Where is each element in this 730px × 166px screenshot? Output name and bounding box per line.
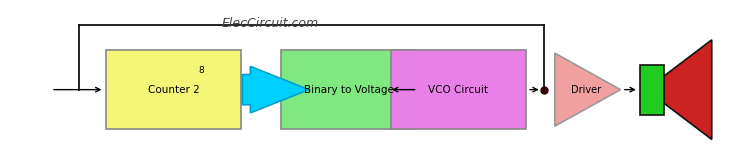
Text: Counter 2: Counter 2 (147, 85, 199, 95)
Polygon shape (664, 40, 712, 139)
Bar (640, 65, 664, 115)
Bar (281, 50, 416, 129)
Bar (106, 50, 241, 129)
Polygon shape (242, 66, 309, 113)
Text: ElecCircuit.com: ElecCircuit.com (221, 17, 319, 30)
Bar (391, 50, 526, 129)
Text: Driver: Driver (571, 85, 602, 95)
Text: VCO Circuit: VCO Circuit (428, 85, 488, 95)
Text: Binary to Voltage: Binary to Voltage (304, 85, 393, 95)
Text: 8: 8 (199, 66, 204, 75)
Polygon shape (555, 53, 620, 126)
